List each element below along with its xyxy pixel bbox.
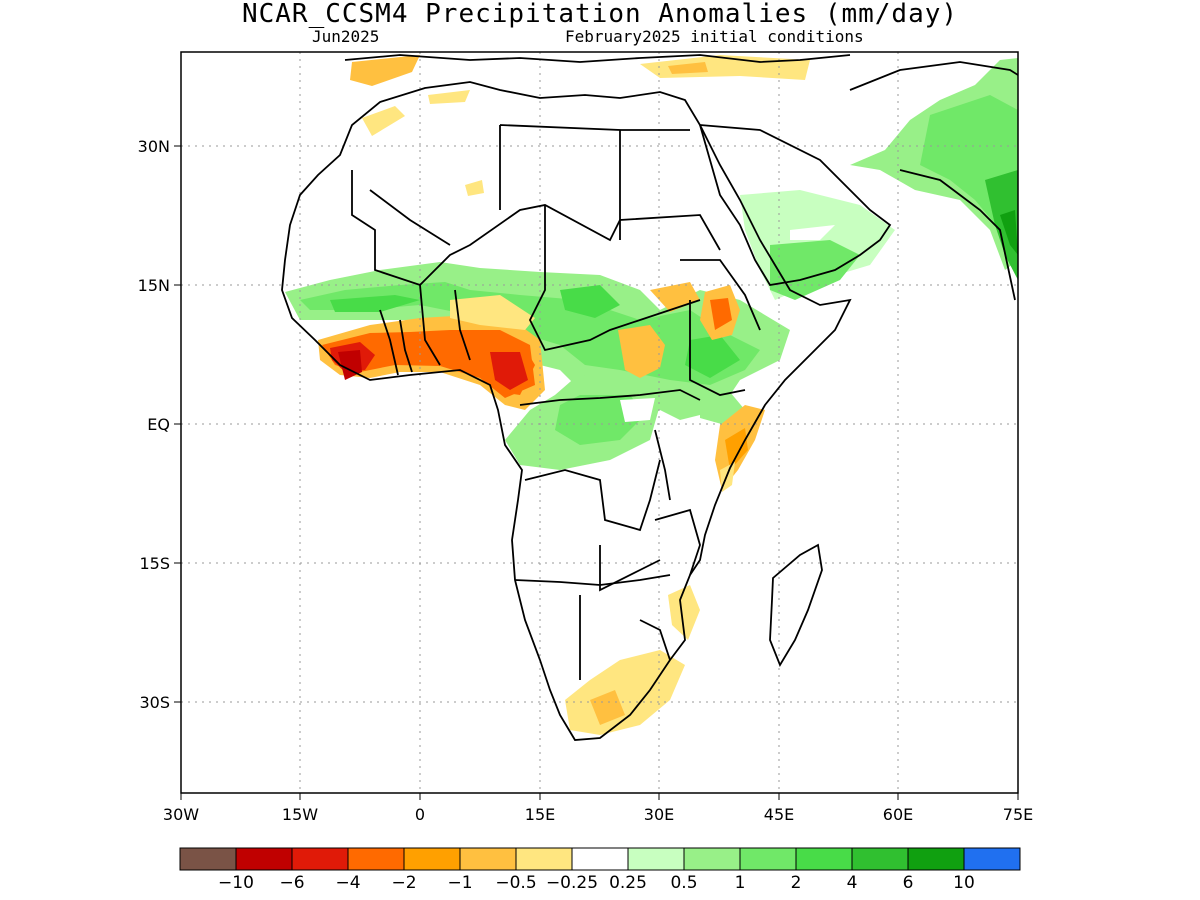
colorbar-swatch: [963, 847, 1021, 871]
colorbar-swatch: [291, 847, 349, 871]
lon-tick-labels: 30W 15W 0 15E 30E 45E 60E 75E: [163, 805, 1033, 824]
lon-tick-label: 45E: [764, 805, 794, 824]
colorbar-swatch: [739, 847, 797, 871]
colorbar-label: 1: [735, 873, 746, 893]
lat-tick-label: 30N: [138, 137, 170, 156]
colorbar: −10 −6 −4 −2 −1 −0.5 −0.25 0.25 0.5 1 2 4 6 10: [179, 847, 1021, 893]
lat-tick-label: 30S: [139, 693, 170, 712]
lon-tick-label: 15E: [525, 805, 555, 824]
initial-conditions: February2025 initial conditions: [565, 27, 864, 46]
lon-tick-label: 75E: [1003, 805, 1033, 824]
lat-tick-label: EQ: [147, 415, 170, 434]
colorbar-swatch: [683, 847, 741, 871]
colorbar-swatch: [235, 847, 293, 871]
colorbar-swatch: [179, 847, 237, 871]
colorbar-swatch: [627, 847, 685, 871]
colorbar-swatch: [403, 847, 461, 871]
lon-tick-label: 60E: [883, 805, 913, 824]
colorbar-label: −0.25: [546, 873, 598, 893]
colorbar-label: −0.5: [495, 873, 536, 893]
colorbar-label: −2: [391, 873, 416, 893]
colorbar-label: −4: [335, 873, 360, 893]
colorbar-label: 0.5: [670, 873, 697, 893]
colorbar-swatch: [571, 847, 629, 871]
colorbar-label: 4: [847, 873, 858, 893]
colorbar-swatch: [795, 847, 853, 871]
colorbar-label: −1: [447, 873, 472, 893]
colorbar-label: 10: [953, 873, 975, 893]
colorbar-label: 0.25: [609, 873, 647, 893]
colorbar-label: 6: [903, 873, 914, 893]
lat-tick-label: 15N: [138, 276, 170, 295]
colorbar-label: 2: [791, 873, 802, 893]
lon-tick-marks: [174, 145, 1019, 800]
graticule: [181, 52, 1018, 793]
lon-tick-label: 0: [415, 805, 425, 824]
forecast-month: Jun2025: [312, 27, 380, 46]
colorbar-swatch: [347, 847, 405, 871]
lon-tick-label: 15W: [282, 805, 318, 824]
colorbar-swatch: [515, 847, 573, 871]
anomaly-shading: [285, 55, 1018, 735]
colorbar-swatch: [907, 847, 965, 871]
colorbar-swatch: [459, 847, 517, 871]
map-title: NCAR_CCSM4 Precipitation Anomalies (mm/d…: [241, 0, 959, 29]
lon-tick-label: 30W: [163, 805, 199, 824]
colorbar-label: −6: [279, 873, 304, 893]
colorbar-label: −10: [218, 873, 254, 893]
lat-tick-labels: 30N 15N EQ 15S 30S: [138, 137, 170, 712]
lon-tick-label: 30E: [644, 805, 674, 824]
lat-tick-label: 15S: [139, 554, 170, 573]
coastline-outline: [281, 54, 1018, 741]
map-frame: [180, 51, 1019, 794]
colorbar-swatch: [851, 847, 909, 871]
